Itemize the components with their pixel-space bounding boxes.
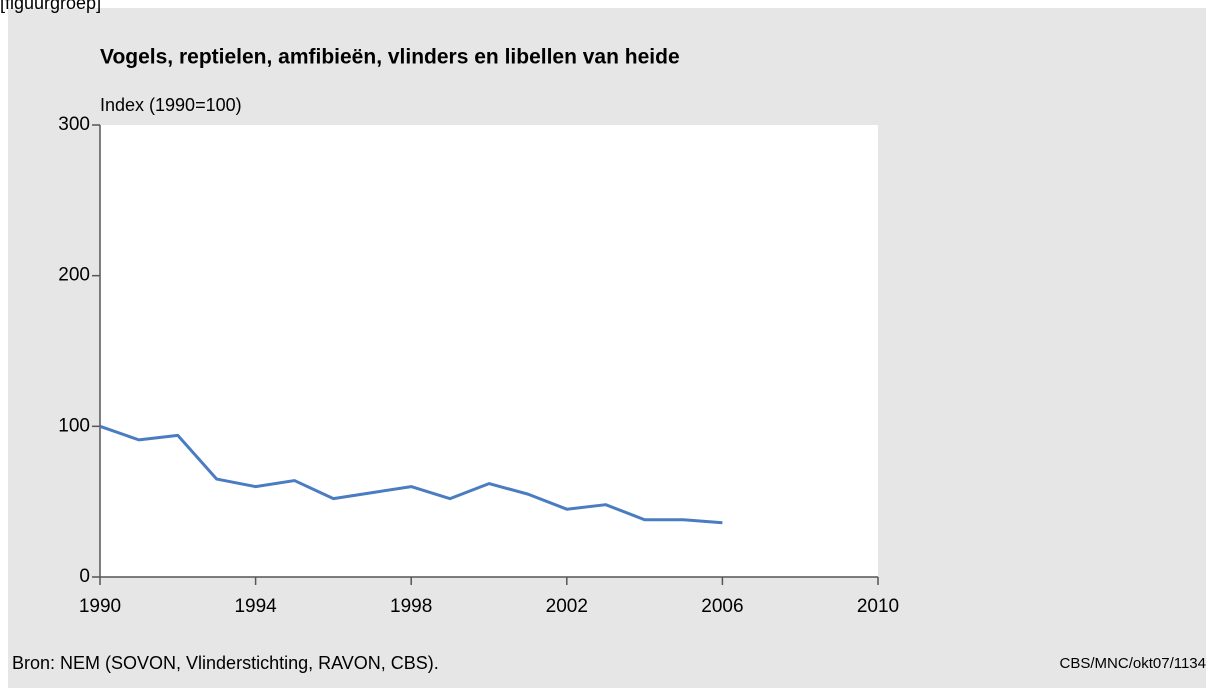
caption: [figuurgroep] — [0, 0, 101, 13]
y-tick-label: 0 — [79, 566, 90, 587]
source: Bron: NEM (SOVON, Vlinderstichting, RAVO… — [12, 653, 439, 673]
x-tick-label: 2002 — [546, 596, 588, 617]
x-tick-label: 2006 — [701, 596, 743, 617]
chart-title: Vogels, reptielen, amfibieën, vlinders e… — [100, 46, 680, 69]
plot-area — [100, 125, 878, 577]
x-tick-label: 1994 — [234, 596, 277, 617]
x-tick-label: 2010 — [857, 596, 899, 617]
x-tick-label: 1998 — [390, 596, 432, 617]
y-axis-label: Index (1990=100) — [100, 95, 242, 115]
line — [99, 424, 723, 525]
credit: CBS/MNC/okt07/1134 — [1060, 655, 1206, 672]
y-tick-label: 100 — [58, 415, 90, 436]
y-tick-label: 300 — [58, 114, 90, 135]
y-tick-label: 200 — [58, 265, 90, 286]
x-tick-label: 1990 — [79, 596, 121, 617]
